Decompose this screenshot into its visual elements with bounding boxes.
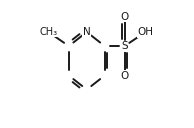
Text: OH: OH — [138, 27, 154, 37]
Text: N: N — [83, 27, 91, 37]
Text: O: O — [120, 71, 129, 81]
Text: O: O — [120, 12, 129, 22]
Text: CH₃: CH₃ — [39, 27, 57, 37]
Text: S: S — [121, 41, 128, 51]
